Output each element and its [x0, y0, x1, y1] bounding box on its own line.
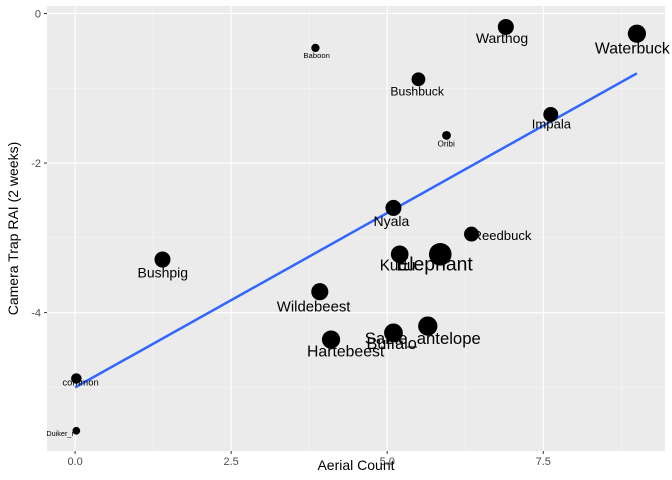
point-label: Reedbuck — [472, 228, 531, 243]
fit-line-layer — [74, 72, 638, 389]
point-label: Nyala — [373, 213, 409, 229]
point-label: Hartebeest — [307, 344, 385, 361]
data-point — [411, 72, 426, 87]
y-axis-title: Camera Trap RAI (2 weeks) — [5, 142, 21, 316]
data-point — [311, 43, 320, 53]
axis-ticks: 0.0 2.5 5.0 7.5 0 -2 -4 — [31, 8, 551, 468]
data-point — [154, 251, 171, 268]
data-point — [428, 243, 452, 266]
point-label: Baboon — [303, 51, 330, 60]
point-label: Duiker_r — [46, 429, 74, 438]
points-layer — [71, 18, 647, 435]
point-label: Oribi — [438, 139, 455, 148]
point-label: Warthog — [476, 30, 528, 46]
x-tick-label: 0.0 — [67, 456, 82, 468]
data-point — [72, 426, 81, 435]
point-label: Waterbuck — [595, 41, 670, 58]
major-gridlines — [47, 6, 665, 451]
point-labels-layer: Warthog Waterbuck Baboon Bushbuck Impala Orib… — [46, 30, 670, 438]
point-label: Impala — [532, 116, 572, 131]
y-tick-label: -4 — [31, 308, 41, 320]
data-point — [385, 199, 402, 216]
minor-gridlines — [47, 6, 665, 451]
point-label: Bushpig — [137, 265, 188, 281]
point-label: Elephant — [396, 253, 473, 275]
data-point — [71, 373, 82, 384]
point-label: Buffalo — [366, 335, 416, 353]
x-tick-label: 5.0 — [380, 456, 395, 468]
data-point — [321, 330, 341, 349]
point-label: Wildebeest — [277, 300, 352, 316]
data-point — [627, 24, 647, 43]
y-tick-label: 0 — [35, 8, 41, 20]
data-point — [543, 106, 559, 122]
data-point — [384, 323, 403, 343]
point-label: Kudu — [380, 257, 416, 274]
y-tick-label: -2 — [31, 158, 41, 170]
x-tick-label: 2.5 — [224, 456, 239, 468]
x-axis-title: Aerial Count — [317, 457, 394, 473]
data-point — [418, 316, 438, 336]
point-label: Sable_antelope — [365, 329, 481, 348]
plot-panel — [47, 6, 665, 451]
data-point — [390, 245, 409, 264]
data-point — [464, 226, 479, 242]
point-label: Bushbuck — [390, 84, 444, 98]
x-tick-label: 7.5 — [536, 456, 551, 468]
data-point — [442, 130, 451, 140]
fit-line — [74, 72, 638, 389]
data-point — [311, 283, 329, 301]
point-label: common — [62, 377, 98, 388]
data-point — [497, 18, 514, 35]
